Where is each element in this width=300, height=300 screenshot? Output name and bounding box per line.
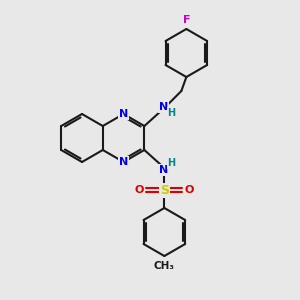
Text: N: N xyxy=(119,157,128,167)
Text: H: H xyxy=(167,158,175,168)
Text: S: S xyxy=(160,184,169,196)
Text: O: O xyxy=(185,185,194,195)
Text: CH₃: CH₃ xyxy=(154,261,175,271)
Text: F: F xyxy=(183,15,190,25)
Text: N: N xyxy=(159,165,168,175)
Text: O: O xyxy=(135,185,144,195)
Text: N: N xyxy=(159,102,168,112)
Text: H: H xyxy=(167,108,175,118)
Text: N: N xyxy=(119,109,128,119)
